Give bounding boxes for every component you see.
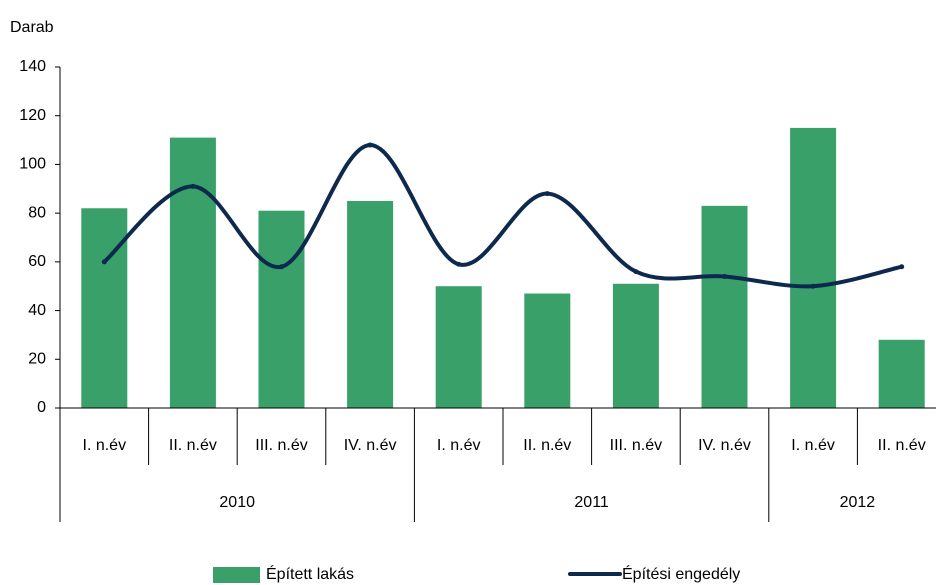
bar	[612, 283, 659, 408]
bar	[524, 293, 571, 408]
y-tick-label: 0	[37, 399, 46, 416]
y-tick-label: 60	[28, 253, 46, 270]
y-tick-label: 80	[28, 204, 46, 221]
bar	[347, 200, 394, 408]
x-tick-label: I. n.év	[83, 437, 127, 454]
x-tick-label: IV. n.év	[698, 437, 751, 454]
line-marker	[810, 283, 816, 289]
legend-swatch	[213, 567, 260, 583]
line-marker	[279, 264, 284, 270]
y-tick-label: 40	[28, 302, 46, 319]
x-tick-label: I. n.év	[791, 437, 835, 454]
legend-label: Építési engedély	[622, 564, 740, 583]
line-marker	[899, 264, 905, 270]
group-label: 2010	[219, 494, 255, 511]
y-tick-label: 140	[19, 58, 46, 75]
x-tick-label: IV. n.év	[344, 437, 397, 454]
line-marker	[101, 259, 107, 265]
line-marker	[190, 183, 196, 189]
y-tick-label: 20	[28, 351, 46, 368]
x-tick-label: III. n.év	[610, 437, 662, 454]
bar	[169, 137, 216, 408]
y-axis-label: Darab	[10, 19, 54, 36]
x-tick-label: II. n.év	[523, 437, 571, 454]
bar	[701, 205, 748, 408]
line-marker	[367, 142, 373, 148]
line-marker	[544, 191, 550, 197]
line-marker	[456, 261, 462, 267]
x-tick-label: II. n.év	[878, 437, 926, 454]
bar	[435, 286, 482, 408]
x-tick-label: II. n.év	[169, 437, 217, 454]
group-label: 2011	[574, 494, 609, 511]
x-tick-label: I. n.év	[437, 437, 481, 454]
bar	[790, 127, 837, 409]
bar	[878, 339, 925, 408]
x-tick-label: III. n.év	[255, 437, 307, 454]
bar	[258, 210, 305, 408]
line-marker	[633, 269, 639, 275]
y-tick-label: 120	[19, 107, 46, 124]
y-tick-label: 100	[19, 156, 46, 173]
group-label: 2012	[840, 494, 876, 511]
line	[102, 142, 904, 289]
line-marker	[722, 273, 727, 279]
bar	[81, 208, 128, 408]
legend-label: Épített lakás	[266, 564, 354, 583]
